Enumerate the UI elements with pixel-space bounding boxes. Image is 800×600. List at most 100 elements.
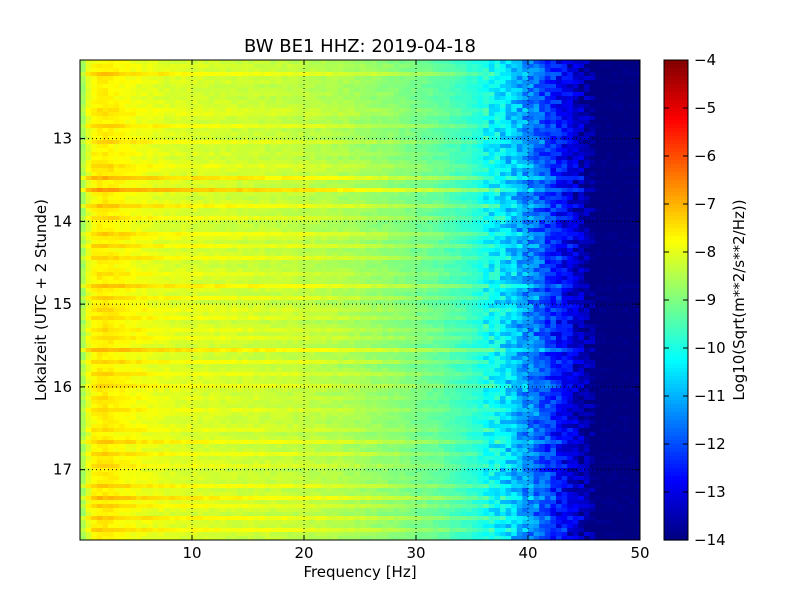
- heatmap-cell: [164, 60, 171, 65]
- heatmap-cell: [354, 188, 361, 193]
- heatmap-cell: [332, 252, 339, 257]
- heatmap-cell: [242, 220, 249, 225]
- heatmap-cell: [612, 64, 619, 69]
- heatmap-cell: [147, 156, 154, 161]
- heatmap-cell: [231, 176, 238, 181]
- heatmap-cell: [472, 108, 479, 113]
- heatmap-cell: [80, 224, 87, 229]
- heatmap-cell: [203, 224, 210, 229]
- heatmap-cell: [343, 172, 350, 177]
- heatmap-cell: [460, 144, 467, 149]
- heatmap-cell: [365, 168, 372, 173]
- heatmap-cell: [264, 208, 271, 213]
- heatmap-cell: [494, 152, 501, 157]
- heatmap-cell: [253, 116, 260, 121]
- heatmap-cell: [141, 144, 148, 149]
- heatmap-cell: [231, 192, 238, 197]
- heatmap-cell: [147, 188, 154, 193]
- heatmap-cell: [460, 64, 467, 69]
- heatmap-cell: [455, 120, 462, 125]
- heatmap-cell: [270, 72, 277, 77]
- heatmap-cell: [287, 252, 294, 257]
- heatmap-cell: [208, 252, 215, 257]
- heatmap-cell: [91, 76, 98, 81]
- heatmap-cell: [281, 192, 288, 197]
- heatmap-cell: [444, 216, 451, 221]
- heatmap-cell: [136, 200, 143, 205]
- heatmap-cell: [472, 244, 479, 249]
- heatmap-cell: [164, 88, 171, 93]
- heatmap-cell: [320, 140, 327, 145]
- heatmap-cell: [388, 252, 395, 257]
- heatmap-cell: [488, 112, 495, 117]
- heatmap-cell: [197, 236, 204, 241]
- heatmap-cell: [91, 136, 98, 141]
- heatmap-cell: [427, 128, 434, 133]
- heatmap-cell: [281, 176, 288, 181]
- heatmap-cell: [287, 128, 294, 133]
- heatmap-cell: [186, 192, 193, 197]
- heatmap-cell: [197, 192, 204, 197]
- heatmap-cell: [96, 80, 103, 85]
- heatmap-cell: [421, 208, 428, 213]
- heatmap-cell: [236, 204, 243, 209]
- heatmap-cell: [399, 184, 406, 189]
- heatmap-cell: [248, 136, 255, 141]
- heatmap-cell: [96, 232, 103, 237]
- heatmap-cell: [522, 80, 529, 85]
- heatmap-cell: [152, 176, 159, 181]
- heatmap-cell: [550, 60, 557, 65]
- heatmap-cell: [332, 144, 339, 149]
- heatmap-cell: [320, 84, 327, 89]
- heatmap-cell: [119, 104, 126, 109]
- heatmap-cell: [360, 160, 367, 165]
- heatmap-cell: [455, 200, 462, 205]
- heatmap-cell: [119, 212, 126, 217]
- heatmap-cell: [360, 180, 367, 185]
- heatmap-cell: [192, 224, 199, 229]
- heatmap-cell: [130, 224, 137, 229]
- heatmap-cell: [96, 84, 103, 89]
- heatmap-cell: [589, 116, 596, 121]
- heatmap-cell: [292, 136, 299, 141]
- heatmap-cell: [158, 88, 165, 93]
- heatmap-cell: [600, 68, 607, 73]
- heatmap-cell: [281, 212, 288, 217]
- heatmap-cell: [376, 252, 383, 257]
- heatmap-cell: [483, 220, 490, 225]
- heatmap-cell: [220, 144, 227, 149]
- heatmap-cell: [404, 72, 411, 77]
- heatmap-cell: [169, 68, 176, 73]
- heatmap-cell: [483, 136, 490, 141]
- heatmap-cell: [348, 132, 355, 137]
- heatmap-cell: [544, 96, 551, 101]
- heatmap-cell: [259, 96, 266, 101]
- heatmap-cell: [253, 248, 260, 253]
- heatmap-cell: [449, 232, 456, 237]
- heatmap-cell: [197, 72, 204, 77]
- heatmap-cell: [617, 168, 624, 173]
- heatmap-cell: [382, 96, 389, 101]
- heatmap-cell: [393, 200, 400, 205]
- heatmap-cell: [572, 144, 579, 149]
- heatmap-cell: [332, 132, 339, 137]
- heatmap-cell: [236, 228, 243, 233]
- heatmap-cell: [388, 204, 395, 209]
- heatmap-cell: [376, 192, 383, 197]
- heatmap-cell: [147, 192, 154, 197]
- heatmap-cell: [292, 224, 299, 229]
- heatmap-cell: [550, 136, 557, 141]
- heatmap-cell: [180, 84, 187, 89]
- heatmap-cell: [500, 96, 507, 101]
- heatmap-cell: [320, 136, 327, 141]
- heatmap-cell: [102, 188, 109, 193]
- heatmap-cell: [337, 248, 344, 253]
- heatmap-cell: [343, 180, 350, 185]
- heatmap-cell: [578, 72, 585, 77]
- heatmap-cell: [304, 252, 311, 257]
- heatmap-cell: [85, 248, 92, 253]
- heatmap-cell: [231, 228, 238, 233]
- heatmap-cell: [494, 216, 501, 221]
- heatmap-cell: [382, 204, 389, 209]
- heatmap-cell: [466, 216, 473, 221]
